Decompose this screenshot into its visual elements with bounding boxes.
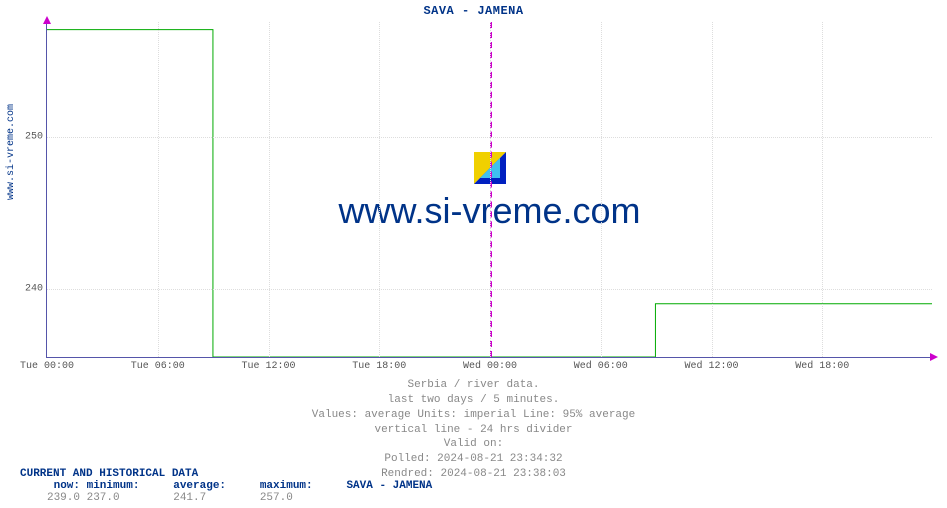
meta-line-1: Serbia / river data. xyxy=(0,378,947,393)
meta-line-4: vertical line - 24 hrs divider xyxy=(0,423,947,438)
x-tick-label: Tue 18:00 xyxy=(352,357,406,372)
meta-line-2: last two days / 5 minutes. xyxy=(0,393,947,408)
x-tick-label: Tue 06:00 xyxy=(131,357,185,372)
stats-table: CURRENT AND HISTORICAL DATA now: minimum… xyxy=(20,468,432,504)
y-tick-label: 240 xyxy=(25,284,47,295)
x-tick-label: Wed 18:00 xyxy=(795,357,849,372)
grid-vertical xyxy=(712,22,713,357)
x-axis-arrow xyxy=(930,353,938,361)
y-tick-label: 250 xyxy=(25,131,47,142)
y-axis-arrow xyxy=(43,16,51,24)
col-avg-label: average: xyxy=(173,480,253,492)
col-min-label: minimum: xyxy=(87,480,167,492)
grid-vertical xyxy=(379,22,380,357)
grid-vertical xyxy=(490,22,491,357)
col-now-label: now: xyxy=(20,480,80,492)
grid-vertical xyxy=(269,22,270,357)
grid-vertical xyxy=(601,22,602,357)
chart-title: SAVA - JAMENA xyxy=(0,0,947,18)
val-avg: 241.7 xyxy=(173,492,253,504)
x-tick-label: Wed 12:00 xyxy=(684,357,738,372)
stats-column-headers: now: minimum: average: maximum: SAVA - J… xyxy=(20,480,432,492)
plot-area: www.si-vreme.com 240250Tue 00:00Tue 06:0… xyxy=(46,22,932,358)
meta-line-3: Values: average Units: imperial Line: 95… xyxy=(0,408,947,423)
x-tick-label: Wed 00:00 xyxy=(463,357,517,372)
y-axis-watermark: www.si-vreme.com xyxy=(6,104,17,200)
val-max: 257.0 xyxy=(260,492,340,504)
x-tick-label: Tue 12:00 xyxy=(241,357,295,372)
stats-row: 239.0 237.0 241.7 257.0 xyxy=(20,492,432,504)
meta-line-6: Polled: 2024-08-21 23:34:32 xyxy=(0,452,947,467)
val-min: 237.0 xyxy=(87,492,167,504)
x-tick-label: Wed 06:00 xyxy=(574,357,628,372)
col-name-label: SAVA - JAMENA xyxy=(346,480,432,492)
meta-line-5: Valid on: xyxy=(0,437,947,452)
stats-header: CURRENT AND HISTORICAL DATA xyxy=(20,468,432,480)
chart-metadata: Serbia / river data. last two days / 5 m… xyxy=(0,378,947,482)
grid-vertical xyxy=(158,22,159,357)
x-tick-label: Tue 00:00 xyxy=(20,357,74,372)
col-max-label: maximum: xyxy=(260,480,340,492)
chart-area: www.si-vreme.com 240250Tue 00:00Tue 06:0… xyxy=(46,22,932,358)
val-now: 239.0 xyxy=(20,492,80,504)
grid-vertical xyxy=(822,22,823,357)
